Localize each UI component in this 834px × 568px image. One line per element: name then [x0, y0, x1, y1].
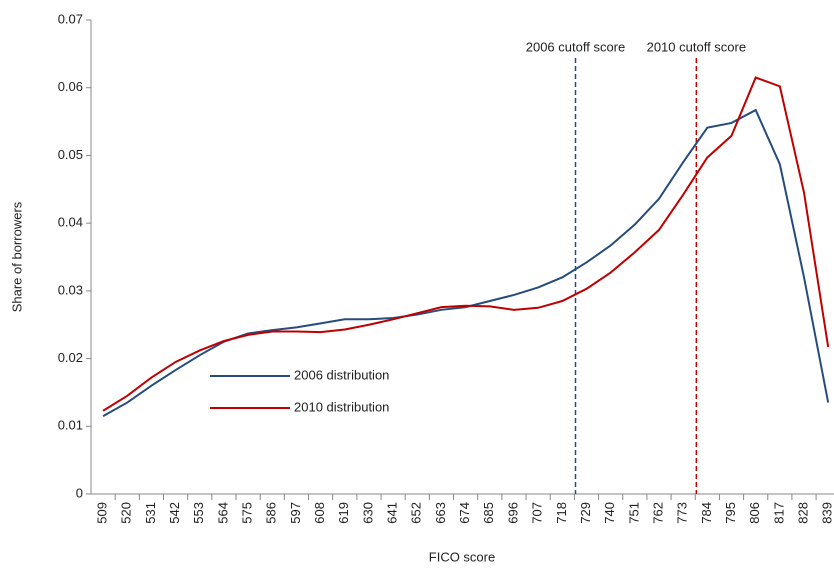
x-tick-label: 784	[699, 502, 714, 524]
x-tick-label: 806	[747, 502, 762, 524]
x-tick-label: 542	[167, 502, 182, 524]
y-tick-label: 0.03	[58, 282, 83, 297]
x-tick-label: 553	[191, 502, 206, 524]
x-tick-label: 729	[578, 502, 593, 524]
x-tick-label: 762	[650, 502, 665, 524]
series-line	[102, 108, 830, 418]
x-tick-label: 586	[264, 502, 279, 524]
x-tick-label: 839	[820, 502, 834, 524]
y-tick-label: 0.01	[58, 418, 83, 433]
x-tick-label: 817	[771, 502, 786, 524]
x-tick-label: 564	[215, 502, 230, 524]
x-tick-label: 828	[795, 502, 810, 524]
x-tick-label: 520	[119, 502, 134, 524]
x-tick-label: 740	[602, 502, 617, 524]
x-tick-label: 795	[723, 502, 738, 524]
x-tick-label: 751	[626, 502, 641, 524]
y-tick-label: 0.02	[58, 350, 83, 365]
x-axis-label: FICO score	[429, 549, 495, 564]
x-tick-label: 641	[385, 502, 400, 524]
y-axis-label: Share of borrowers	[9, 201, 24, 312]
x-tick-label: 575	[240, 502, 255, 524]
x-tick-label: 619	[336, 502, 351, 524]
x-tick-label: 652	[409, 502, 424, 524]
x-tick-label: 773	[675, 502, 690, 524]
y-tick-label: 0	[76, 485, 83, 500]
x-tick-label: 608	[312, 502, 327, 524]
legend-label: 2006 distribution	[294, 367, 389, 382]
x-tick-label: 597	[288, 502, 303, 524]
x-tick-label: 685	[481, 502, 496, 524]
x-tick-label: 509	[95, 502, 110, 524]
cutoff-label: 2006 cutoff score	[526, 39, 626, 54]
x-tick-label: 663	[433, 502, 448, 524]
y-tick-label: 0.04	[58, 215, 83, 230]
y-tick-label: 0.05	[58, 147, 83, 162]
x-tick-label: 696	[505, 502, 520, 524]
y-tick-label: 0.07	[58, 11, 83, 26]
series-line	[102, 76, 830, 412]
x-tick-label: 531	[143, 502, 158, 524]
x-tick-label: 707	[530, 502, 545, 524]
legend-label: 2010 distribution	[294, 399, 389, 414]
y-tick-label: 0.06	[58, 79, 83, 94]
cutoff-label: 2010 cutoff score	[647, 39, 747, 54]
x-tick-label: 674	[457, 502, 472, 524]
x-tick-label: 718	[554, 502, 569, 524]
x-tick-label: 630	[360, 502, 375, 524]
